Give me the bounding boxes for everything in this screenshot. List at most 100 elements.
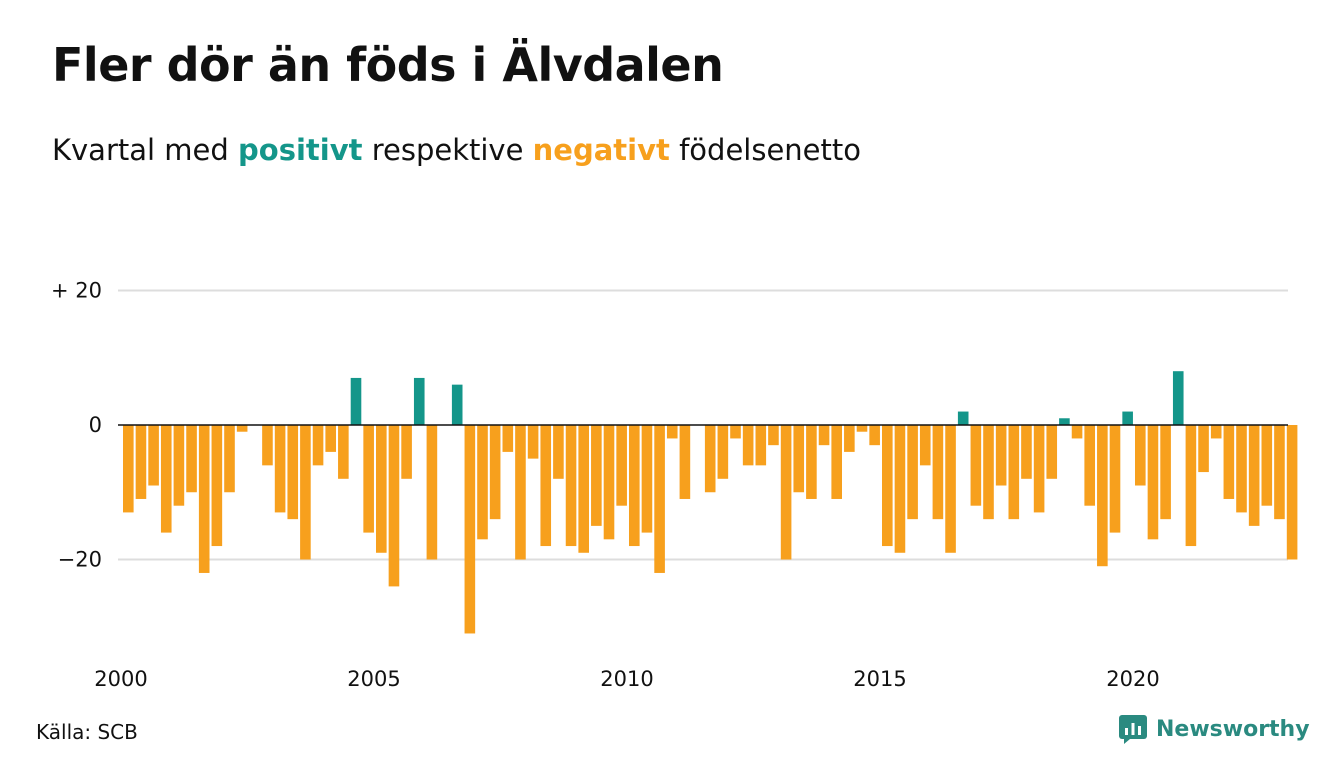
bar: [1223, 425, 1235, 499]
bar: [654, 425, 665, 573]
bar: [287, 425, 299, 520]
bar: [426, 425, 438, 560]
bar: [768, 425, 779, 446]
bar: [135, 425, 147, 499]
x-tick-label: 2010: [600, 667, 653, 691]
bar: [755, 425, 767, 466]
bar: [730, 425, 741, 439]
bar: [198, 425, 210, 573]
bar: [300, 425, 311, 560]
bar: [262, 425, 273, 466]
bar: [591, 425, 602, 526]
bar: [350, 377, 362, 425]
bar: [793, 425, 805, 493]
bar: [831, 425, 842, 499]
y-tick-label: −20: [58, 548, 102, 572]
bar: [894, 425, 906, 553]
bar: [363, 425, 374, 533]
bar: [553, 425, 564, 479]
bar: [742, 425, 754, 466]
bar: [224, 425, 235, 493]
bar: [679, 425, 691, 499]
chart-title: Fler dör än föds i Älvdalen: [52, 38, 724, 92]
bar: [388, 425, 400, 587]
bar: [666, 425, 678, 439]
bar: [818, 425, 830, 446]
bar: [603, 425, 615, 540]
bar: [325, 425, 336, 452]
bar: [983, 425, 994, 520]
bar: [565, 425, 577, 547]
subtitle-positive-word: positivt: [238, 133, 363, 167]
bar: [995, 425, 1007, 486]
chart-subtitle: Kvartal med positivt respektive negativt…: [52, 133, 861, 167]
subtitle-pre: Kvartal med: [52, 133, 229, 167]
bar: [1236, 425, 1247, 513]
bar: [477, 425, 488, 540]
bar: [489, 425, 501, 520]
bar: [957, 411, 969, 425]
y-tick-label: + 20: [51, 279, 102, 303]
bar: [616, 425, 627, 506]
bar: [869, 425, 880, 446]
bar: [945, 425, 956, 553]
bar: [882, 425, 893, 547]
bar: [1172, 371, 1184, 425]
bar: [578, 425, 589, 553]
bar: [376, 425, 387, 553]
bar: [160, 425, 172, 533]
bar: [717, 425, 729, 479]
brand-logo: Newsworthy: [1118, 714, 1310, 744]
bar: [186, 425, 197, 493]
bar: [1046, 425, 1058, 479]
bar: [1084, 425, 1095, 506]
bar: [236, 425, 248, 432]
source-note: Källa: SCB: [36, 720, 138, 744]
bar: [451, 384, 463, 425]
x-tick-label: 2015: [853, 667, 906, 691]
bar: [338, 425, 349, 479]
bar: [1147, 425, 1159, 540]
newsworthy-logo-icon: [1119, 715, 1147, 744]
bar: [806, 425, 817, 499]
bar: [1210, 425, 1222, 439]
bar: [856, 425, 868, 432]
bar: [919, 425, 931, 466]
bar: [704, 425, 716, 493]
bar: [1248, 425, 1260, 526]
bar: [1286, 425, 1298, 560]
bar: [1033, 425, 1045, 513]
bar: [464, 425, 476, 634]
bar: [1122, 411, 1133, 425]
brand-name: Newsworthy: [1156, 716, 1310, 742]
bar: [1261, 425, 1273, 506]
subtitle-mid: respektive: [371, 133, 524, 167]
bar: [629, 425, 640, 547]
x-tick-label: 2020: [1106, 667, 1159, 691]
bar: [1185, 425, 1197, 547]
bar: [970, 425, 982, 506]
bar: [401, 425, 412, 479]
bar: [1059, 418, 1070, 425]
bar: [1071, 425, 1083, 439]
bar: [780, 425, 792, 560]
bar: [274, 425, 286, 513]
bar: [173, 425, 185, 506]
bar: [1097, 425, 1108, 567]
x-tick-label: 2005: [347, 667, 400, 691]
subtitle-post: födelsenetto: [679, 133, 861, 167]
bar: [1135, 425, 1146, 486]
bar: [312, 425, 324, 466]
bar: [515, 425, 526, 560]
bar: [413, 377, 425, 425]
bar: [211, 425, 223, 547]
bar: [1198, 425, 1209, 473]
bar: [540, 425, 552, 547]
bar: [123, 425, 134, 513]
bar: [641, 425, 653, 533]
subtitle-negative-word: negativt: [532, 133, 670, 167]
bar: [844, 425, 855, 452]
x-tick-label: 2000: [94, 667, 147, 691]
bar: [502, 425, 514, 452]
